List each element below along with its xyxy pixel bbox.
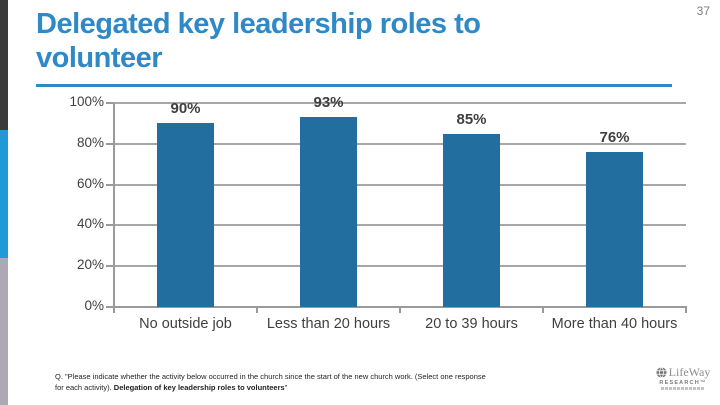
y-axis-tick — [106, 102, 114, 104]
bar-value-label: 76% — [599, 128, 630, 146]
y-axis-line — [113, 103, 115, 309]
gridline — [114, 183, 686, 186]
bar — [300, 117, 357, 307]
logo-row: LifeWay — [652, 365, 714, 380]
footnote-line2-bold: Delegation of key leadership roles to vo… — [113, 383, 285, 392]
logo-tagline-bar — [661, 387, 705, 390]
gridline — [114, 142, 686, 145]
y-axis-label: 60% — [76, 175, 104, 191]
y-axis-tick — [106, 306, 114, 308]
bar — [157, 123, 214, 307]
footnote-line2-suffix: " — [284, 383, 288, 392]
y-axis-tick — [106, 142, 114, 145]
bar-value-label: 93% — [313, 94, 344, 112]
slide-title-line2: volunteer — [36, 41, 163, 74]
lifeway-research-logo: LifeWay RESEARCH™ — [652, 365, 714, 390]
slide-title-line1: Delegated key leadership roles to — [36, 8, 481, 40]
logo-wordmark: LifeWay — [668, 365, 711, 379]
y-axis-tick — [106, 224, 114, 227]
slide-title: Delegated key leadership roles to volunt… — [36, 8, 676, 75]
lifeway-globe-icon — [656, 367, 667, 378]
left-edge-stripe — [0, 0, 8, 405]
x-axis-tick — [399, 306, 401, 313]
bar-value-label: 90% — [170, 100, 201, 118]
x-axis-tick — [542, 306, 544, 313]
y-axis-tick — [106, 265, 114, 268]
x-axis-tick — [113, 306, 115, 313]
category-label: Less than 20 hours — [266, 316, 391, 332]
footnote-line1: Q. "Please indicate whether the activity… — [55, 372, 486, 381]
category-label: More than 40 hours — [551, 316, 678, 332]
category-label: No outside job — [139, 316, 232, 332]
bar — [443, 133, 500, 307]
gridline — [114, 265, 686, 268]
footnote-line2: for each activity). Delegation of key le… — [55, 382, 630, 393]
survey-question-footnote: Q. "Please indicate whether the activity… — [55, 371, 630, 393]
bar — [586, 151, 643, 307]
y-axis-label: 80% — [76, 134, 104, 150]
title-underline-rule — [36, 84, 672, 87]
stripe-segment-gray — [0, 258, 8, 405]
category-label: 20 to 39 hours — [425, 316, 518, 332]
stripe-segment-blue — [0, 130, 8, 258]
logo-subtitle: RESEARCH™ — [659, 380, 707, 386]
stripe-segment-dark — [0, 0, 8, 130]
footnote-line2-prefix: for each activity). — [55, 383, 114, 392]
y-axis-label: 100% — [69, 94, 104, 109]
y-axis-label: 0% — [84, 298, 104, 313]
y-axis-label: 20% — [76, 257, 104, 273]
y-axis-tick — [106, 183, 114, 186]
x-axis-tick — [256, 306, 258, 313]
gridline — [114, 102, 686, 104]
bar-value-label: 85% — [456, 110, 487, 128]
x-axis-tick — [685, 306, 687, 313]
gridline — [114, 224, 686, 227]
y-axis-label: 40% — [76, 216, 104, 232]
page-number: 37 — [696, 4, 710, 18]
